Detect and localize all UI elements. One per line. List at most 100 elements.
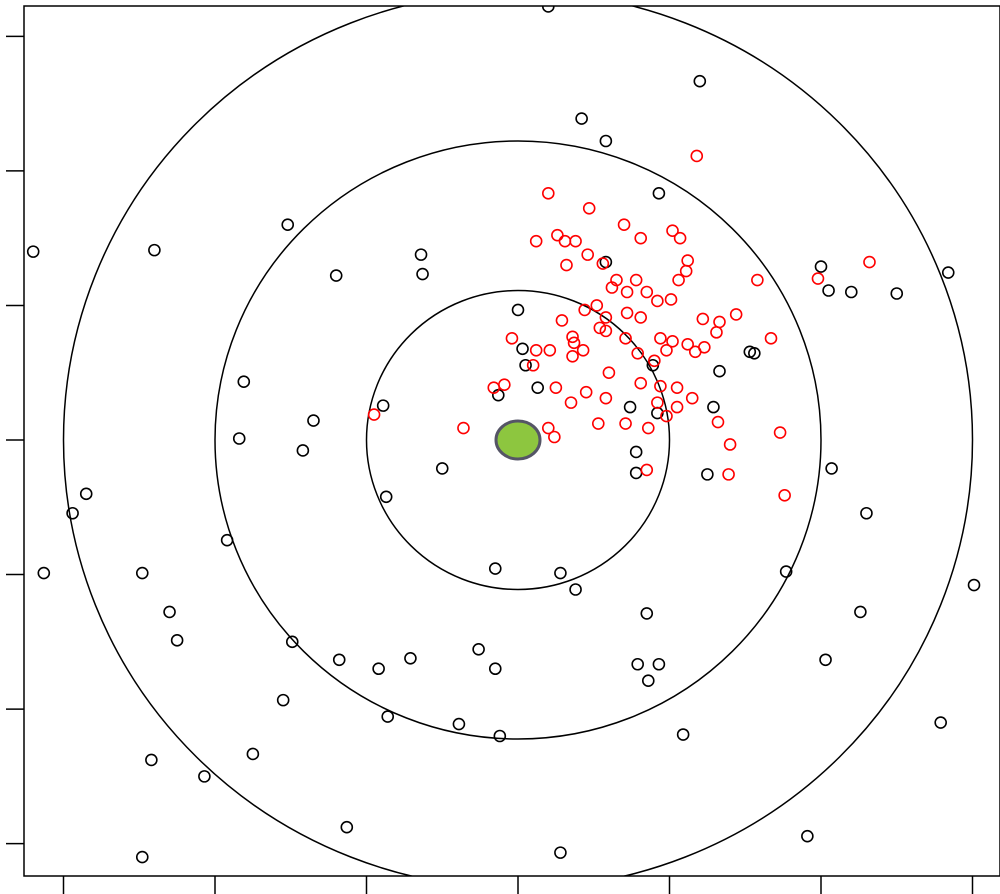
red-data-point bbox=[582, 201, 596, 215]
black-data-point bbox=[822, 284, 835, 297]
black-data-point bbox=[707, 400, 720, 414]
black-data-point bbox=[170, 634, 184, 647]
red-data-point bbox=[670, 381, 684, 394]
red-data-point bbox=[599, 391, 613, 405]
red-data-point bbox=[673, 231, 687, 245]
red-data-point bbox=[629, 273, 643, 287]
black-data-point bbox=[232, 432, 246, 445]
black-data-point bbox=[819, 653, 832, 667]
black-data-point bbox=[554, 846, 567, 859]
red-data-point bbox=[576, 343, 590, 357]
red-data-point bbox=[487, 381, 501, 394]
red-data-point bbox=[666, 335, 679, 348]
black-data-point bbox=[381, 710, 395, 723]
plot-area bbox=[26, 6, 981, 876]
red-data-point bbox=[558, 234, 572, 248]
red-data-point bbox=[710, 326, 723, 339]
red-data-point bbox=[526, 358, 540, 372]
red-data-point bbox=[863, 255, 876, 269]
black-data-point bbox=[531, 381, 544, 394]
red-data-point bbox=[654, 332, 667, 345]
black-data-point bbox=[220, 533, 234, 547]
black-data-point bbox=[623, 400, 637, 414]
red-data-point bbox=[541, 421, 555, 435]
red-data-point bbox=[581, 248, 594, 261]
red-data-point bbox=[664, 293, 678, 306]
red-data-point bbox=[551, 228, 564, 242]
black-data-point bbox=[135, 850, 149, 864]
red-data-point bbox=[619, 417, 632, 430]
target-rings bbox=[62, 6, 974, 876]
red-data-point bbox=[751, 273, 764, 287]
red-data-point bbox=[711, 415, 725, 429]
black-data-point bbox=[967, 578, 981, 592]
black-data-point bbox=[511, 303, 525, 317]
black-data-point bbox=[488, 662, 502, 676]
black-data-point bbox=[641, 674, 655, 687]
red-data-point bbox=[569, 234, 582, 248]
red-data-point bbox=[690, 149, 704, 163]
black-data-point bbox=[493, 729, 507, 743]
black-data-point bbox=[379, 490, 393, 504]
red-data-point bbox=[634, 311, 648, 324]
red-data-point bbox=[529, 234, 543, 248]
black-data-point bbox=[329, 269, 343, 282]
red-data-point bbox=[617, 218, 631, 232]
target-ring-2 bbox=[214, 140, 822, 740]
black-data-point bbox=[713, 364, 726, 378]
black-data-point bbox=[779, 565, 793, 578]
black-data-point bbox=[148, 243, 161, 257]
black-data-point bbox=[516, 342, 529, 356]
black-data-point bbox=[629, 466, 643, 480]
black-data-point bbox=[26, 245, 40, 258]
red-data-point bbox=[651, 294, 664, 308]
red-data-point bbox=[660, 343, 673, 357]
red-data-point bbox=[498, 378, 511, 391]
target-ring-1 bbox=[365, 289, 671, 591]
black-data-point bbox=[452, 717, 466, 731]
black-data-point bbox=[416, 267, 429, 281]
black-data-point bbox=[569, 583, 582, 596]
black-data-point bbox=[340, 820, 354, 834]
red-data-point bbox=[651, 396, 664, 409]
black-data-point bbox=[246, 747, 260, 761]
black-data-point bbox=[748, 346, 761, 360]
red-data-point bbox=[681, 254, 694, 267]
black-data-point bbox=[629, 445, 643, 459]
red-data-point bbox=[599, 324, 613, 338]
black-data-point bbox=[66, 506, 79, 520]
red-data-point bbox=[654, 379, 667, 393]
red-data-point bbox=[640, 285, 654, 299]
black-data-point bbox=[145, 753, 158, 767]
red-data-point bbox=[457, 421, 470, 435]
red-data-point bbox=[543, 343, 557, 357]
red-data-point bbox=[634, 231, 648, 245]
red-data-point bbox=[566, 349, 579, 363]
black-data-point bbox=[488, 562, 502, 575]
x-axis-ticks bbox=[62, 876, 974, 894]
red-data-point bbox=[593, 321, 607, 335]
red-data-point bbox=[672, 273, 685, 287]
red-data-point bbox=[648, 354, 661, 368]
red-data-point bbox=[688, 345, 702, 359]
red-data-point bbox=[599, 311, 613, 324]
target-center-marker bbox=[494, 419, 542, 461]
red-data-point bbox=[529, 343, 543, 357]
black-data-point bbox=[825, 462, 838, 475]
black-data-point bbox=[941, 266, 955, 279]
red-data-point bbox=[566, 330, 579, 344]
black-data-point bbox=[79, 487, 93, 501]
red-data-point bbox=[602, 366, 616, 380]
red-data-point bbox=[696, 312, 710, 326]
black-data-point bbox=[435, 462, 449, 475]
y-axis-ticks bbox=[6, 35, 24, 845]
red-data-point bbox=[367, 408, 381, 421]
red-data-point bbox=[596, 257, 610, 270]
red-data-point bbox=[578, 303, 591, 317]
black-data-point bbox=[676, 728, 690, 741]
black-data-point bbox=[652, 657, 666, 671]
red-data-point bbox=[634, 376, 648, 390]
red-data-point bbox=[631, 346, 644, 360]
target-ring-3 bbox=[62, 6, 974, 876]
